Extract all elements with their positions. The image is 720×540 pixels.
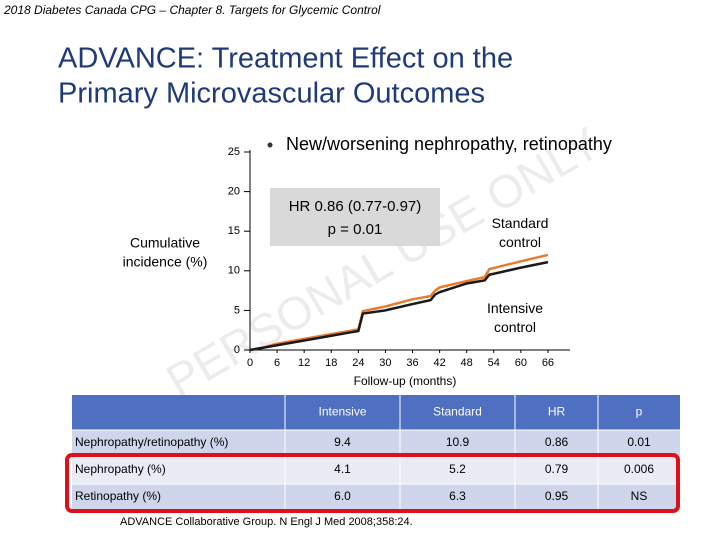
table-cell: 0.01 (627, 435, 651, 449)
x-tick-label: 60 (515, 357, 527, 369)
row-label: Nephropathy (%) (75, 462, 166, 476)
table-row (72, 430, 680, 456)
y-tick-label: 15 (228, 225, 240, 237)
bullet (267, 142, 273, 148)
x-tick-label: 24 (352, 357, 364, 369)
table-cell: 0.95 (545, 489, 569, 503)
table-cell: 4.1 (334, 462, 351, 476)
y-axis-label: Cumulative (130, 235, 200, 251)
x-tick-label: 0 (247, 357, 253, 369)
x-tick-label: 42 (433, 357, 445, 369)
table-cell: 5.2 (449, 462, 466, 476)
series-label: Standard control (492, 215, 549, 250)
column-header: p (636, 405, 643, 419)
x-tick-label: 48 (461, 357, 473, 369)
table-cell: 9.4 (334, 435, 351, 449)
citation: ADVANCE Collaborative Group. N Engl J Me… (120, 516, 413, 528)
table-cell: 0.006 (624, 462, 654, 476)
highlight-box (65, 453, 680, 513)
column-header: HR (548, 405, 566, 419)
x-tick-label: 54 (488, 357, 500, 369)
table-cell: 10.9 (446, 435, 470, 449)
x-tick-label: 30 (379, 357, 391, 369)
caption: 2018 Diabetes Canada CPG – Chapter 8. Ta… (3, 3, 381, 17)
y-axis-label: incidence (%) (123, 254, 208, 270)
column-header: Standard (433, 405, 482, 419)
annotation: HR 0.86 (0.77-0.97) (289, 198, 422, 215)
table-cell: 0.86 (545, 435, 569, 449)
series-line (249, 253, 549, 352)
table-cell: 6.3 (449, 489, 466, 503)
table-row (72, 456, 680, 484)
series-line (249, 260, 549, 352)
column-header: Intensive (318, 405, 366, 419)
annotation-box (270, 188, 440, 246)
row-label: Retinopathy (%) (75, 489, 161, 503)
slide-title: Primary Microvascular Outcomes (58, 78, 485, 110)
x-tick-label: 36 (406, 357, 418, 369)
table: Intensive Standard HR p Nephropathy/retinopa… (65, 395, 680, 513)
y-tick-label: 10 (228, 265, 240, 277)
table-cell: 0.79 (545, 462, 569, 476)
table-row (72, 484, 680, 510)
y-tick-label: 0 (234, 344, 240, 356)
slide-title: ADVANCE: Treatment Effect on the (58, 43, 513, 75)
x-tick-label: 66 (542, 357, 554, 369)
series-label: Intensive control (487, 300, 543, 335)
table-cell: 6.0 (334, 489, 351, 503)
y-tick-label: 5 (234, 304, 240, 316)
annotation: p = 0.01 (328, 221, 383, 238)
table-cell: NS (631, 489, 648, 503)
table-header (72, 395, 680, 430)
y-tick-label: 20 (228, 186, 240, 198)
y-tick-label: 25 (228, 146, 240, 158)
x-axis-label: Follow-up (months) (354, 374, 457, 388)
x-tick-label: 18 (325, 357, 337, 369)
x-tick-label: 12 (298, 357, 310, 369)
x-tick-label: 6 (274, 357, 280, 369)
row-label: Nephropathy/retinopathy (%) (75, 435, 228, 449)
chart-title: New/worsening nephropathy, retinopathy (286, 134, 612, 154)
